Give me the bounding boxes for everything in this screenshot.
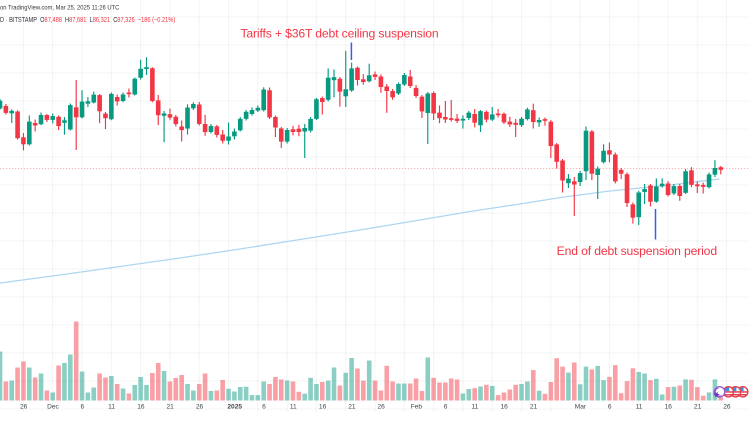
svg-text:on TradingView.com, Mar 25, 20: on TradingView.com, Mar 25, 2025 11:26 U…	[0, 4, 120, 11]
svg-text:21: 21	[348, 404, 356, 411]
svg-text:16: 16	[137, 404, 145, 411]
svg-text:2025: 2025	[227, 404, 242, 411]
svg-text:11: 11	[108, 404, 115, 411]
svg-text:16: 16	[665, 404, 673, 411]
svg-text:26: 26	[723, 404, 731, 411]
svg-text:6: 6	[262, 404, 266, 411]
svg-text:D · BITSTAMP O87,488 H87,681: D · BITSTAMP O87,488 H87,681 L86,321 C87…	[0, 17, 175, 25]
svg-text:21: 21	[167, 404, 175, 411]
svg-text:11: 11	[471, 404, 478, 411]
svg-text:21: 21	[694, 404, 702, 411]
svg-text:26: 26	[196, 404, 204, 411]
svg-text:Tariffs + $36T debt ceiling su: Tariffs + $36T debt ceiling suspension	[240, 26, 438, 40]
svg-text:6: 6	[80, 404, 84, 411]
svg-text:Dec: Dec	[47, 404, 59, 411]
svg-text:Feb: Feb	[411, 404, 423, 411]
svg-text:6: 6	[608, 404, 612, 411]
svg-text:26: 26	[20, 404, 28, 411]
svg-text:21: 21	[530, 404, 538, 411]
svg-text:26: 26	[378, 404, 386, 411]
svg-text:Mar: Mar	[575, 404, 587, 411]
svg-text:16: 16	[319, 404, 327, 411]
svg-text:11: 11	[290, 404, 297, 411]
svg-text:16: 16	[501, 404, 509, 411]
svg-text:End of debt suspension period: End of debt suspension period	[557, 244, 717, 258]
svg-text:6: 6	[444, 404, 448, 411]
svg-text:11: 11	[636, 404, 643, 411]
